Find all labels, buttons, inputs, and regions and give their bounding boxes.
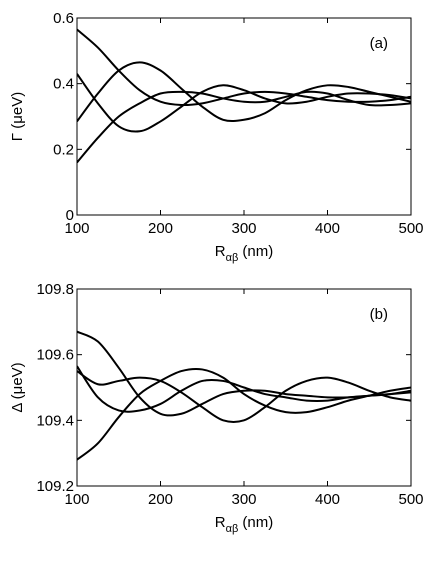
x-tick-label: 500: [398, 491, 423, 508]
series-line-3: [77, 61, 411, 123]
panel-b: 100 200 300 400 500 109.2 109.4 109.6 109.8 Rαβ (…: [9, 281, 424, 535]
series-group: [77, 330, 411, 461]
panel-a: 100 200 300 400 500 0 0.2 0.4 0.6 Rαβ (nm) Γ (μeV)…: [9, 10, 424, 264]
x-tick-label: 200: [148, 491, 173, 508]
series-group: [77, 28, 411, 164]
y-tick-label: 0.6: [53, 10, 74, 27]
series-line-2: [77, 73, 411, 133]
x-tick-label: 400: [315, 220, 340, 237]
y-tick-label: 109.4: [36, 412, 74, 429]
y-tick-label: 109.8: [36, 281, 74, 298]
x-tick-label: 300: [231, 491, 256, 508]
x-tick-label: 500: [398, 220, 423, 237]
x-axis-label: Rαβ (nm): [215, 514, 274, 535]
plot-frame: [76, 17, 412, 216]
x-tick-label: 300: [231, 220, 256, 237]
series-line-4: [77, 90, 411, 164]
y-axis-label: Δ (μeV): [9, 362, 26, 412]
panel-label: (a): [370, 35, 388, 52]
y-axis-label: Γ (μeV): [9, 92, 26, 141]
series-line-4: [77, 367, 411, 461]
x-tick-label: 100: [64, 220, 89, 237]
x-tick-label: 400: [315, 491, 340, 508]
series-line-3: [77, 370, 411, 423]
x-axis-label: Rαβ (nm): [215, 243, 274, 264]
y-tick-label: 0.4: [53, 76, 74, 93]
y-tick-label: 0.2: [53, 141, 74, 158]
y-tick-label: 0: [66, 207, 74, 224]
x-tick-label: 200: [148, 220, 173, 237]
y-tick-label: 109.6: [36, 347, 74, 364]
panel-label: (b): [370, 306, 388, 323]
y-tick-label: 109.2: [36, 478, 74, 495]
series-line-1: [77, 330, 411, 417]
x-tick-label: 100: [64, 491, 89, 508]
series-line-2: [77, 365, 411, 413]
